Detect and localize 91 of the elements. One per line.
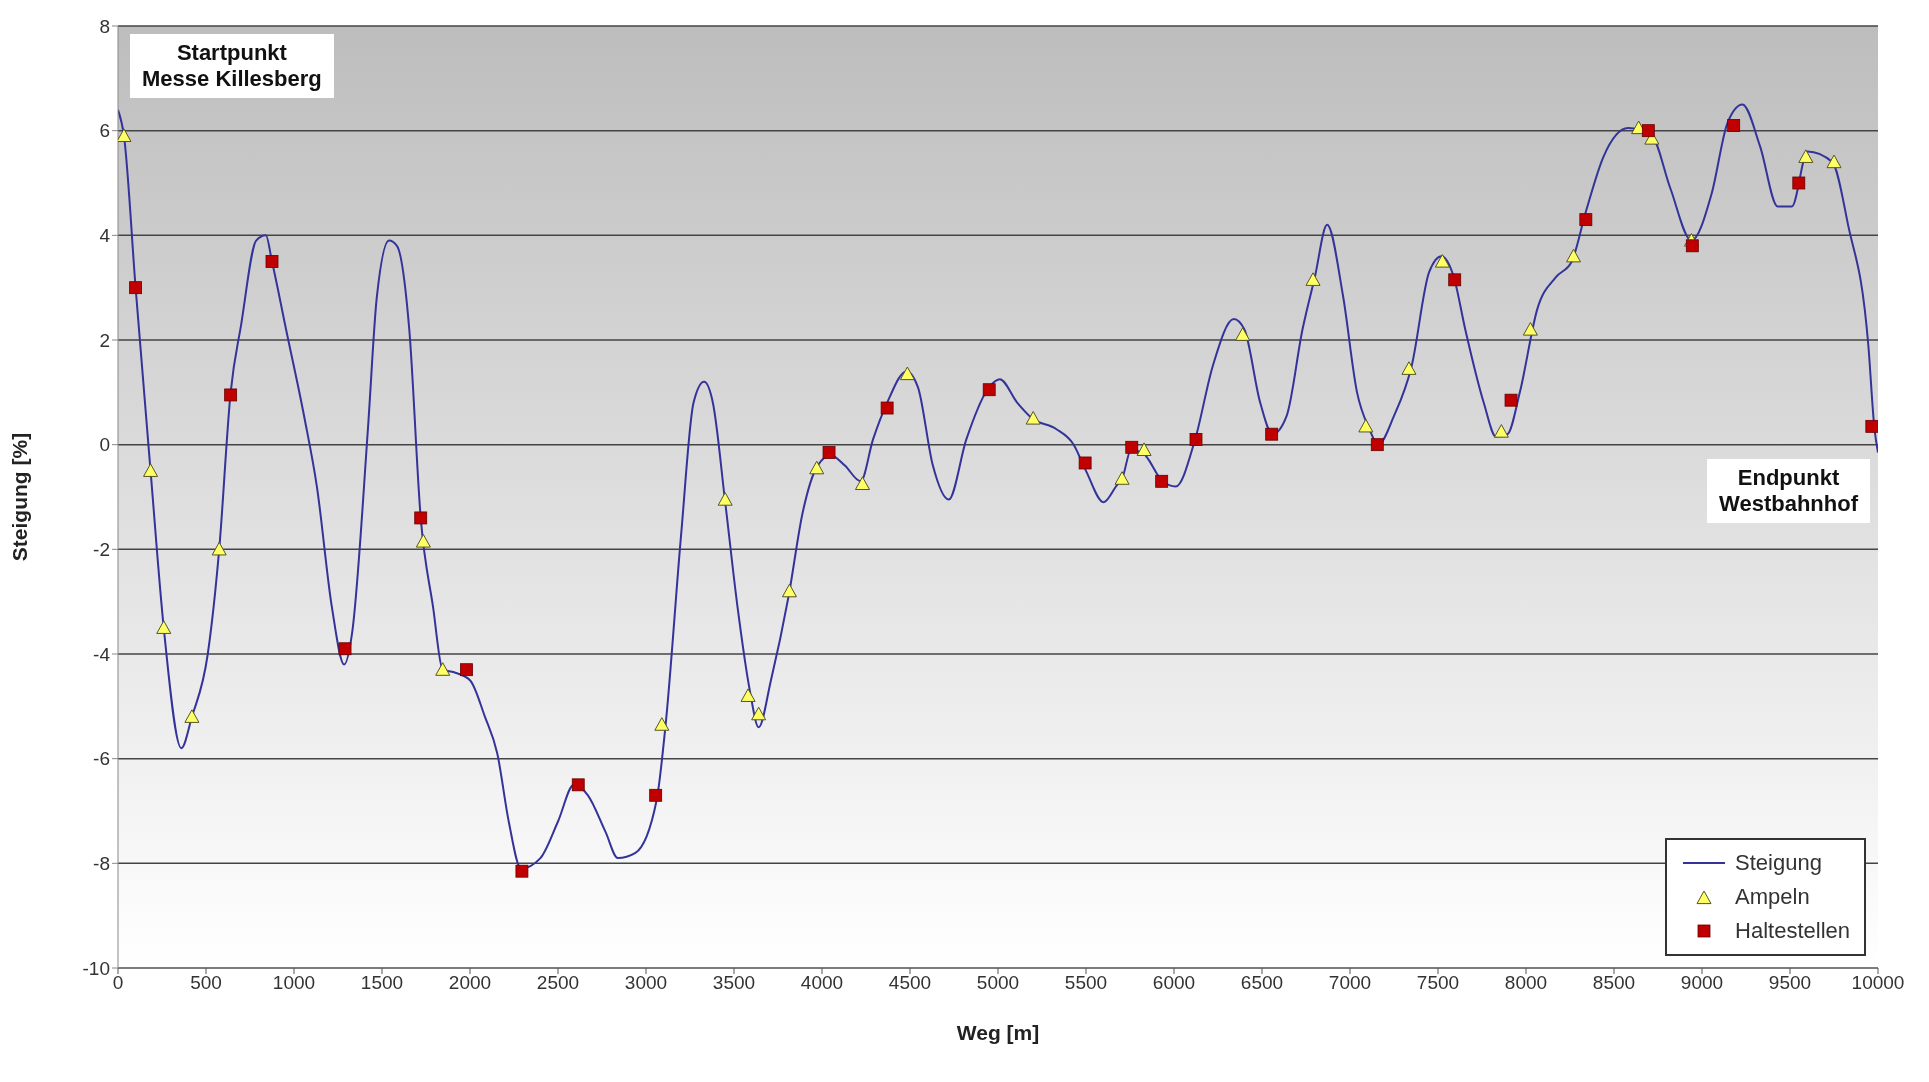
y-tick-label: 0: [99, 434, 110, 456]
point: [571, 778, 585, 792]
point: [1025, 411, 1041, 425]
point: [1493, 424, 1509, 438]
y-tick-label: -10: [82, 957, 110, 979]
x-tick-label: 2500: [536, 972, 580, 994]
point: [1826, 154, 1842, 169]
point: [809, 460, 825, 475]
x-tick-label: 8500: [1592, 972, 1636, 994]
point: [1685, 239, 1699, 253]
x-tick-label: 5000: [976, 972, 1020, 994]
point: [1114, 471, 1130, 485]
point: [1358, 418, 1374, 433]
point: [1235, 327, 1251, 341]
y-axis-title: Steigung [%]: [8, 432, 32, 562]
point: [265, 255, 279, 268]
x-tick-label: 6500: [1240, 972, 1284, 994]
x-tick-label: 7500: [1416, 972, 1460, 994]
x-tick-label: 9500: [1768, 972, 1812, 994]
x-axis-title: Weg [m]: [956, 1021, 1040, 1044]
y-tick-label: 6: [99, 120, 110, 142]
x-tick-label: 1500: [360, 972, 404, 994]
point: [224, 388, 238, 402]
point: [1579, 213, 1593, 227]
point: [1370, 438, 1384, 452]
annotation: Startpunkt Messe Killesberg: [130, 34, 334, 98]
point: [1078, 456, 1092, 470]
point: [649, 788, 663, 802]
x-tick-label: 7000: [1328, 972, 1372, 994]
x-tick-label: 6000: [1152, 972, 1196, 994]
point: [1136, 442, 1152, 456]
point: [435, 662, 451, 676]
x-tick-label: 4500: [888, 972, 932, 994]
legend-label: Steigung: [1735, 850, 1822, 876]
point: [415, 533, 431, 548]
x-tick-label: 9000: [1680, 972, 1724, 994]
y-tick-label: 8: [99, 15, 110, 37]
point: [751, 706, 767, 721]
point: [717, 492, 733, 506]
y-tick-label: -2: [93, 539, 110, 561]
point: [1189, 433, 1203, 446]
point: [118, 128, 132, 142]
point: [1566, 248, 1582, 263]
point: [854, 476, 870, 491]
point: [1792, 176, 1806, 190]
y-tick-label: -8: [93, 853, 110, 875]
point: [129, 281, 142, 295]
point: [1522, 322, 1538, 336]
point: [1125, 440, 1139, 454]
point: [740, 688, 756, 702]
y-tick-label: -6: [93, 748, 110, 770]
point: [822, 446, 836, 459]
point: [899, 366, 915, 381]
point: [1727, 119, 1741, 132]
point: [880, 401, 894, 415]
point: [1434, 254, 1450, 268]
point: [654, 717, 670, 731]
point: [184, 709, 200, 723]
legend-label: Haltestellen: [1735, 918, 1850, 944]
point: [1504, 393, 1518, 407]
point: [781, 583, 797, 598]
x-tick-label: 1000: [272, 972, 316, 994]
point: [982, 383, 996, 397]
point: [1448, 273, 1462, 287]
x-tick-label: 4000: [800, 972, 844, 994]
x-tick-label: 3000: [624, 972, 668, 994]
y-tick-label: 2: [99, 329, 110, 351]
point: [1155, 474, 1169, 488]
point: [156, 620, 172, 634]
point: [338, 642, 352, 656]
point: [143, 463, 159, 477]
x-tick-label: 10000: [1851, 972, 1905, 994]
point: [1798, 149, 1814, 163]
point: [211, 541, 227, 556]
x-tick-label: 5500: [1064, 972, 1108, 994]
point: [1265, 427, 1279, 441]
point: [414, 511, 428, 525]
x-tick-label: 3500: [712, 972, 756, 994]
x-tick-label: 2000: [448, 972, 492, 994]
point: [460, 663, 473, 677]
y-tick-label: 4: [99, 225, 111, 247]
point: [1865, 419, 1878, 433]
point: [1641, 124, 1655, 138]
point: [1305, 272, 1321, 286]
x-tick-label: 8000: [1504, 972, 1548, 994]
y-tick-label: -4: [93, 643, 111, 665]
point: [515, 864, 529, 878]
annotation: Endpunkt Westbahnhof: [1707, 458, 1870, 523]
point: [1401, 361, 1417, 375]
x-tick-label: 500: [190, 972, 222, 994]
legend-label: Ampeln: [1735, 884, 1810, 910]
